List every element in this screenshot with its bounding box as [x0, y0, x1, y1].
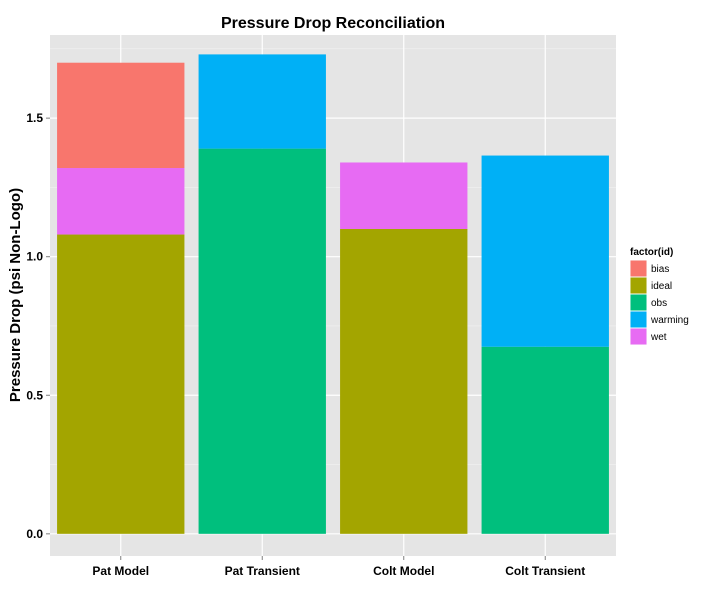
legend-key-bias: [630, 260, 647, 277]
bars: [57, 54, 609, 534]
y-tick-label: 0.0: [26, 527, 43, 541]
x-tick-label: Colt Model: [373, 564, 434, 578]
legend: factor(id) bias ideal obs warming wet: [629, 247, 689, 346]
bar-segment-obs: [481, 346, 609, 534]
x-tick-label: Pat Transient: [225, 564, 300, 578]
x-axis: Pat Model Pat Transient Colt Model Colt Tra…: [92, 556, 585, 578]
y-tick-label: 1.0: [26, 250, 43, 264]
bar-segment-wet: [340, 162, 468, 229]
legend-key-obs: [630, 294, 647, 311]
bar-segment-ideal: [340, 228, 468, 534]
legend-label-warming: warming: [650, 315, 689, 326]
chart-title: Pressure Drop Reconciliation: [221, 15, 445, 32]
bar-segment-ideal: [57, 234, 185, 534]
legend-key-wet: [630, 328, 647, 345]
y-axis: 0.0 0.5 1.0 1.5: [26, 111, 50, 541]
legend-title: factor(id): [630, 247, 673, 258]
x-tick-label: Colt Transient: [505, 564, 585, 578]
x-tick-label: Pat Model: [92, 564, 149, 578]
bar-segment-wet: [57, 168, 185, 235]
legend-label-ideal: ideal: [651, 281, 672, 292]
legend-key-warming: [630, 311, 647, 328]
bar-segment-warming: [481, 155, 609, 347]
legend-label-bias: bias: [651, 264, 669, 275]
bar-segment-obs: [198, 148, 326, 534]
legend-key-ideal: [630, 277, 647, 294]
bar-segment-bias: [57, 62, 185, 169]
y-axis-label: Pressure Drop (psi Non-Logo): [7, 188, 24, 402]
y-tick-label: 0.5: [26, 388, 43, 402]
legend-label-obs: obs: [651, 298, 667, 309]
y-tick-label: 1.5: [26, 111, 43, 125]
legend-label-wet: wet: [650, 332, 667, 343]
bar-segment-warming: [198, 54, 326, 149]
